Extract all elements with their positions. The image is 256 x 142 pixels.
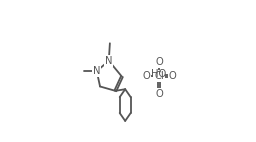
Text: HO: HO <box>152 69 167 79</box>
Text: N: N <box>105 56 113 66</box>
Text: Cl: Cl <box>154 71 164 81</box>
Text: O: O <box>142 71 150 81</box>
Text: O: O <box>155 89 163 99</box>
Text: N: N <box>93 66 101 76</box>
Text: O: O <box>155 57 163 67</box>
Text: O: O <box>168 71 176 81</box>
